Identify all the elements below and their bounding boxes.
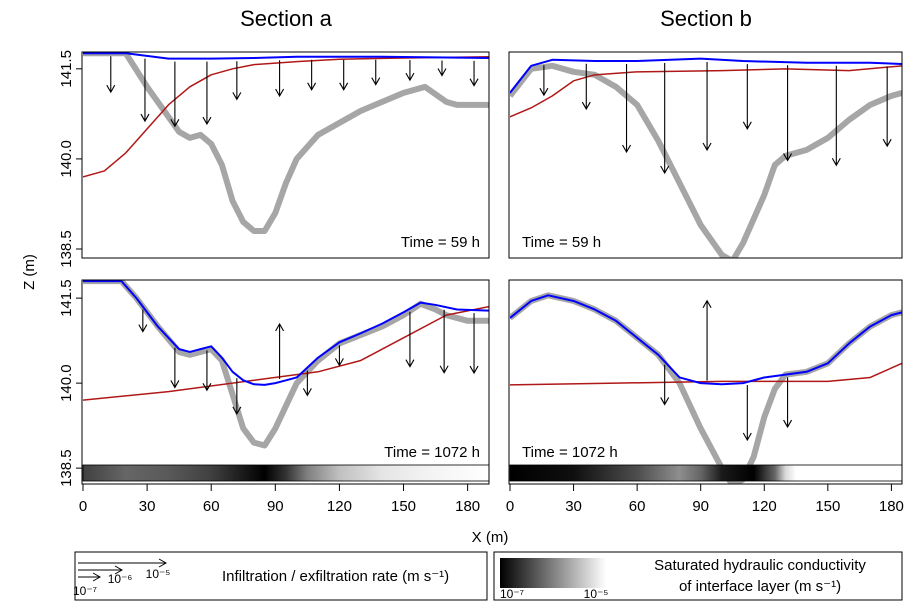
flux-arrow	[307, 59, 317, 91]
flux-arrow	[334, 345, 344, 367]
time-label: Time = 59 h	[401, 234, 480, 251]
x-tick-label: 90	[692, 498, 709, 515]
y-tick-label: 140.0	[58, 140, 75, 178]
x-tick-label: 120	[327, 498, 352, 515]
k-legend-title: Saturated hydraulic conductivity	[654, 557, 866, 574]
k-legend-box	[493, 551, 903, 601]
panel-frame	[508, 51, 903, 259]
column-title: Section b	[660, 6, 752, 31]
profile-line	[510, 362, 902, 386]
k-legend-label: 10⁻⁵	[584, 587, 609, 601]
x-tick-label: 60	[629, 498, 646, 515]
flux-arrow	[742, 64, 752, 130]
time-label: Time = 59 h	[522, 234, 601, 251]
flux-arrow	[539, 65, 549, 97]
flux-arrow	[437, 60, 447, 77]
x-axis-label: X (m)	[472, 529, 509, 546]
flux-arrow	[140, 58, 150, 123]
flux-arrow	[469, 313, 479, 375]
profile-line	[510, 57, 902, 94]
x-tick-label: 150	[391, 498, 416, 515]
flux-arrow	[339, 59, 349, 91]
arrow-legend-box	[74, 551, 488, 601]
x-tick-label: 150	[815, 498, 840, 515]
flux-arrow	[469, 60, 479, 87]
flux-arrow	[831, 65, 841, 167]
legend-arrow	[78, 572, 102, 582]
panel-frame	[81, 279, 490, 485]
x-tick-label: 0	[79, 498, 87, 515]
y-tick-label: 138.5	[58, 449, 75, 487]
profile-line	[83, 52, 489, 234]
legend-arrow-label: 10⁻⁶	[108, 572, 133, 586]
panel	[510, 292, 902, 484]
y-tick-label: 141.5	[58, 279, 75, 317]
flux-arrow	[742, 385, 752, 442]
flux-arrow	[439, 309, 449, 374]
flux-arrow	[405, 60, 415, 82]
x-tick-label: 30	[565, 498, 582, 515]
x-tick-label: 0	[506, 498, 514, 515]
y-tick-label: 141.5	[58, 50, 75, 88]
x-tick-label: 90	[267, 498, 284, 515]
legend-arrow	[78, 558, 168, 568]
flux-arrow	[405, 311, 415, 368]
flux-arrow	[702, 61, 712, 152]
panel	[83, 280, 489, 449]
flux-arrow	[232, 61, 242, 101]
panel-frame	[508, 279, 903, 485]
conductivity-bar	[509, 464, 903, 482]
x-tick-label: 180	[879, 498, 904, 515]
flux-arrow	[660, 62, 670, 175]
flux-arrow	[138, 309, 148, 333]
panel	[83, 52, 489, 234]
flux-arrow	[882, 66, 892, 148]
x-tick-label: 120	[752, 498, 777, 515]
flux-arrow	[371, 59, 381, 86]
x-tick-label: 60	[203, 498, 220, 515]
flux-arrow	[202, 61, 212, 126]
y-axis-label: Z (m)	[21, 254, 38, 290]
conductivity-bar	[82, 464, 490, 482]
flux-arrow	[581, 63, 591, 111]
flux-arrow	[660, 364, 670, 406]
legend-arrow-label: 10⁻⁷	[73, 584, 97, 598]
flux-arrow	[170, 347, 180, 389]
flux-arrow	[702, 299, 712, 381]
flux-arrow	[275, 322, 285, 379]
time-label: Time = 1072 h	[384, 444, 480, 461]
profile-line	[510, 294, 902, 386]
arrow-legend-title: Infiltration / exfiltration rate (m s⁻¹)	[222, 568, 449, 585]
flux-arrow	[302, 370, 312, 397]
flux-arrow	[106, 56, 116, 94]
flux-arrow	[622, 64, 632, 154]
time-label: Time = 1072 h	[522, 444, 618, 461]
flux-arrow	[783, 377, 793, 429]
profile-line	[83, 280, 489, 449]
profile-line	[510, 65, 902, 118]
flux-arrow	[275, 60, 285, 98]
x-tick-label: 30	[139, 498, 156, 515]
legend-arrow	[78, 565, 124, 575]
flux-arrow	[202, 350, 212, 392]
profile-line	[83, 305, 489, 401]
panel-frame	[81, 51, 490, 259]
flux-arrow	[783, 65, 793, 162]
profile-line	[83, 56, 489, 178]
legend-arrow-label: 10⁻⁵	[146, 567, 171, 581]
k-colorbar	[500, 558, 606, 588]
profile-line	[510, 62, 902, 258]
k-legend-title: of interface layer (m s⁻¹)	[679, 578, 841, 595]
y-tick-label: 138.5	[58, 230, 75, 268]
flux-arrow	[170, 61, 180, 128]
flux-arrow	[232, 378, 242, 416]
profile-line	[83, 280, 489, 386]
k-legend-label: 10⁻⁷	[500, 587, 524, 601]
panel	[510, 57, 902, 258]
column-title: Section a	[240, 6, 332, 31]
y-tick-label: 140.0	[58, 364, 75, 402]
x-tick-label: 180	[455, 498, 480, 515]
profile-line	[83, 52, 489, 60]
